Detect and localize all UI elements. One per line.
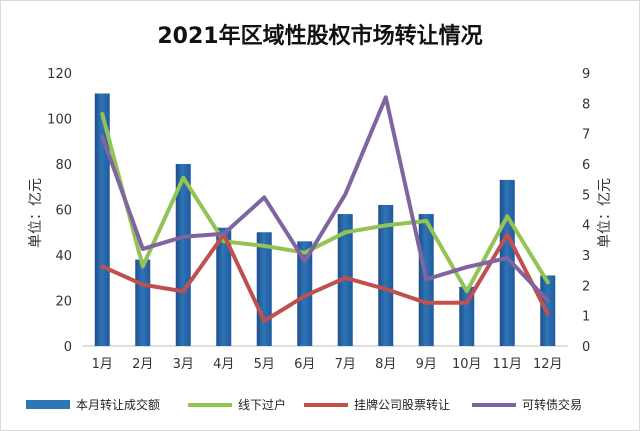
legend-label-1: 线下过户: [238, 397, 286, 412]
right-axis-unit-label: 单位：亿元: [597, 178, 613, 248]
left-axis-tick-label: 100: [47, 113, 72, 128]
right-axis-tick-label: 3: [582, 249, 590, 264]
x-axis-tick-label: 11月: [492, 357, 522, 372]
bar-5月: [256, 232, 272, 346]
series-line-3: [100, 95, 550, 303]
bar-6月: [297, 241, 313, 346]
bar-4月: [216, 227, 232, 346]
right-axis-tick-label: 8: [582, 97, 590, 112]
right-axis-tick-label: 6: [582, 158, 590, 173]
x-axis-tick-label: 9月: [416, 357, 437, 372]
legend: 本月转让成交额 线下过户 挂牌公司股票转让 可转债交易: [26, 397, 582, 412]
left-axis-tick-label: 120: [47, 67, 72, 82]
right-axis-tick-label: 7: [582, 128, 590, 143]
legend-label-3: 可转债交易: [522, 397, 582, 412]
series-line-1: [100, 112, 550, 294]
right-axis-tick-label: 0: [582, 340, 590, 355]
bar-3月: [175, 164, 191, 346]
left-axis-unit-label: 单位：亿元: [28, 178, 44, 248]
left-axis-tick-label: 0: [64, 340, 72, 355]
bar-7月: [337, 214, 353, 346]
x-axis-tick-label: 12月: [533, 357, 563, 372]
series-line-2: [100, 232, 550, 323]
left-axis-tick-label: 20: [55, 295, 72, 310]
plot-area: 0 20 40 60 80 100 120 0 1 2 3 4 5 6 7 8 9 1月 2月 3月 4月 5月 6月 7月 8…: [47, 67, 590, 372]
x-axis-tick-label: 10月: [452, 357, 482, 372]
legend-swatch-bar: [26, 400, 70, 409]
right-axis-tick-label: 9: [582, 67, 590, 82]
bar-1月: [94, 93, 110, 346]
x-axis-tick-label: 4月: [213, 357, 234, 372]
x-axis-tick-label: 5月: [254, 357, 275, 372]
right-axis-tick-label: 1: [582, 310, 590, 325]
x-axis-tick-label: 3月: [173, 357, 194, 372]
x-axis-tick-label: 2月: [132, 357, 153, 372]
right-axis-tick-label: 2: [582, 279, 590, 294]
left-axis-tick-label: 60: [55, 204, 72, 219]
legend-label-2: 挂牌公司股票转让: [354, 397, 450, 412]
bar-8月: [378, 204, 394, 346]
bar-2月: [135, 259, 151, 346]
legend-label-0: 本月转让成交额: [76, 397, 160, 412]
right-axis-tick-label: 4: [582, 219, 590, 234]
left-axis-tick-label: 40: [55, 249, 72, 264]
left-axis-tick-label: 80: [55, 158, 72, 173]
x-axis-tick-label: 1月: [92, 357, 113, 372]
chart-title: 2021年区域性股权市场转让情况: [157, 23, 482, 49]
x-axis-tick-label: 7月: [335, 357, 356, 372]
right-axis-tick-label: 5: [582, 188, 590, 203]
x-axis-tick-label: 8月: [375, 357, 396, 372]
x-axis-tick-label: 6月: [294, 357, 315, 372]
